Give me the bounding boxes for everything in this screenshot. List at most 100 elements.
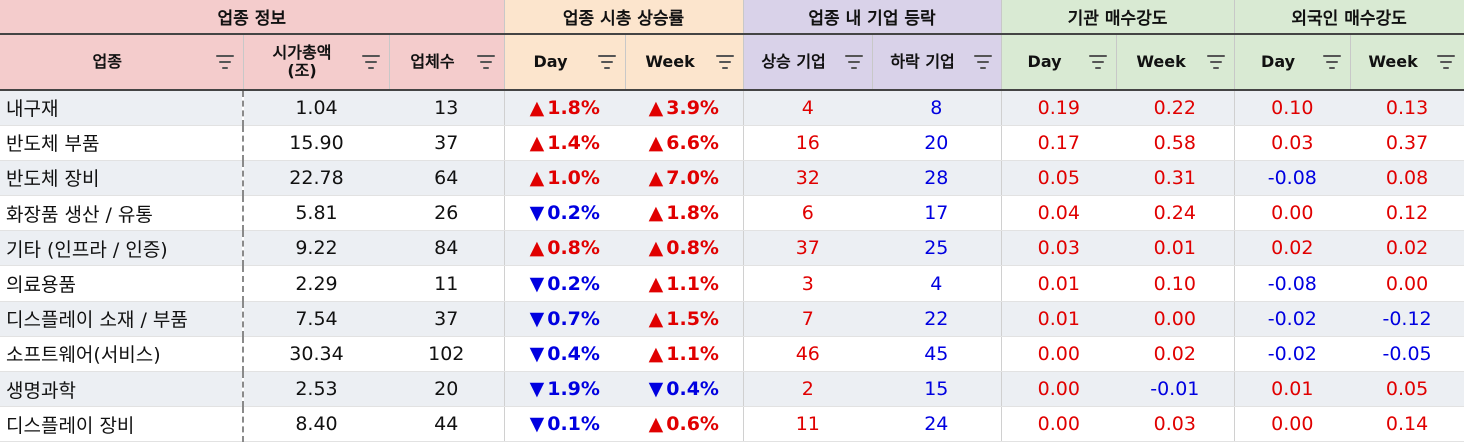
market-cap-cell: 5.81	[243, 195, 389, 232]
table-row: 소프트웨어(서비스) 30.34 102 ▼ 0.4% ▲ 1.1% 46 45 0.00 0.02…	[0, 336, 1464, 373]
filter-icon[interactable]	[1322, 55, 1341, 69]
col-inst-week: Week	[1116, 34, 1235, 91]
col-market-cap-label: 시가총액	[272, 42, 332, 62]
cap-day-cell-value: 0.2%	[547, 202, 600, 225]
filter-icon[interactable]	[844, 55, 863, 69]
inst-week-cell: 0.31	[1116, 160, 1235, 197]
inst-week-cell: 0.00	[1116, 301, 1235, 337]
foreign-week-cell: -0.05	[1350, 336, 1464, 373]
foreign-week-cell: 0.05	[1350, 371, 1464, 408]
inst-day-cell: 0.01	[1001, 301, 1117, 337]
col-inst-day: Day	[1001, 34, 1117, 91]
group-header-cap-growth: 업종 시총 상승률	[504, 0, 744, 35]
rising-firms-cell: 46	[743, 336, 873, 373]
foreign-week-cell: 0.14	[1350, 406, 1464, 442]
filter-icon[interactable]	[715, 55, 734, 69]
falling-firms-cell: 28	[872, 160, 1002, 197]
col-falling-firms: 하락 기업	[872, 34, 1002, 91]
col-market-cap-unit: (조)	[287, 61, 317, 80]
col-foreign-week: Week	[1350, 34, 1464, 91]
filter-icon[interactable]	[1436, 55, 1455, 69]
foreign-day-cell: -0.02	[1234, 336, 1351, 373]
filter-icon[interactable]	[973, 55, 992, 69]
triangle-down-icon: ▼	[529, 413, 545, 436]
table-row: 기타 (인프라 / 인증) 9.22 84 ▲ 0.8% ▲ 0.8% 37 25 0.03 0.0…	[0, 230, 1464, 267]
market-cap-cell: 15.90	[243, 125, 389, 161]
falling-firms-cell: 22	[872, 301, 1002, 337]
market-cap-cell: 1.04	[243, 90, 389, 126]
falling-firms-cell: 24	[872, 406, 1002, 442]
company-count-cell: 37	[389, 301, 505, 337]
rising-firms-cell: 6	[743, 195, 873, 232]
triangle-up-icon: ▲	[648, 237, 664, 260]
company-count-cell: 37	[389, 125, 505, 161]
cap-week-cell: ▲ 6.6%	[625, 125, 744, 161]
cap-week-cell-value: 0.6%	[666, 413, 719, 436]
cap-week-cell-value: 0.4%	[666, 378, 719, 401]
filter-icon[interactable]	[1088, 55, 1107, 69]
cap-day-cell: ▲ 0.8%	[504, 230, 626, 267]
filter-icon[interactable]	[597, 55, 616, 69]
cap-week-cell: ▲ 0.6%	[625, 406, 744, 442]
rising-firms-cell: 3	[743, 265, 873, 302]
foreign-week-cell: 0.00	[1350, 265, 1464, 302]
cap-day-cell: ▼ 0.2%	[504, 265, 626, 302]
company-count-cell: 26	[389, 195, 505, 232]
cap-day-cell-value: 1.0%	[547, 166, 600, 189]
market-cap-cell: 22.78	[243, 160, 389, 197]
triangle-up-icon: ▲	[648, 166, 664, 189]
triangle-down-icon: ▼	[529, 378, 545, 401]
inst-week-cell: -0.01	[1116, 371, 1235, 408]
inst-week-cell: 0.10	[1116, 265, 1235, 302]
inst-week-cell: 0.22	[1116, 90, 1235, 126]
col-company-count: 업체수	[389, 34, 505, 91]
triangle-up-icon: ▲	[648, 96, 664, 119]
rising-firms-cell: 2	[743, 371, 873, 408]
filter-icon[interactable]	[476, 55, 495, 69]
cap-week-cell-value: 0.8%	[666, 237, 719, 260]
market-cap-cell: 7.54	[243, 301, 389, 337]
filter-icon[interactable]	[361, 55, 380, 69]
cap-day-cell-value: 0.8%	[547, 237, 600, 260]
group-header-sector-info: 업종 정보	[0, 0, 505, 35]
inst-day-cell: 0.05	[1001, 160, 1117, 197]
sector-name-cell: 디스플레이 장비	[0, 406, 244, 442]
inst-week-cell: 0.02	[1116, 336, 1235, 373]
filter-icon[interactable]	[1206, 55, 1225, 69]
sector-name-cell: 반도체 장비	[0, 160, 244, 197]
col-inst-day-label: Day	[1027, 51, 1062, 71]
table-row: 생명과학 2.53 20 ▼ 1.9% ▼ 0.4% 2 15 0.00 -0.01 0.01 0.05	[0, 371, 1464, 408]
col-sector: 업종	[0, 34, 244, 91]
inst-day-cell: 0.04	[1001, 195, 1117, 232]
cap-day-cell-value: 1.9%	[547, 378, 600, 401]
company-count-cell: 13	[389, 90, 505, 126]
cap-day-cell: ▼ 0.2%	[504, 195, 626, 232]
foreign-week-cell: 0.08	[1350, 160, 1464, 197]
foreign-day-cell: -0.02	[1234, 301, 1351, 337]
cap-day-cell: ▲ 1.4%	[504, 125, 626, 161]
cap-day-cell: ▲ 1.0%	[504, 160, 626, 197]
rising-firms-cell: 7	[743, 301, 873, 337]
cap-week-cell-value: 7.0%	[666, 166, 719, 189]
inst-day-cell: 0.00	[1001, 336, 1117, 373]
col-cap-week-label: Week	[645, 51, 695, 71]
filter-icon[interactable]	[215, 55, 234, 69]
cap-week-cell-value: 6.6%	[666, 131, 719, 154]
triangle-up-icon: ▲	[529, 166, 545, 189]
inst-day-cell: 0.17	[1001, 125, 1117, 161]
col-cap-week: Week	[625, 34, 744, 91]
group-header-foreign: 외국인 매수강도	[1234, 0, 1464, 35]
foreign-week-cell: 0.13	[1350, 90, 1464, 126]
col-foreign-day: Day	[1234, 34, 1351, 91]
cap-day-cell-value: 0.1%	[547, 413, 600, 436]
sector-name-cell: 디스플레이 소재 / 부품	[0, 301, 244, 337]
inst-week-cell: 0.01	[1116, 230, 1235, 267]
sector-name-cell: 반도체 부품	[0, 125, 244, 161]
table-row: 디스플레이 소재 / 부품 7.54 37 ▼ 0.7% ▲ 1.5% 7 22 0.01 0.00…	[0, 301, 1464, 337]
triangle-down-icon: ▼	[529, 202, 545, 225]
foreign-week-cell: 0.37	[1350, 125, 1464, 161]
group-header-institution: 기관 매수강도	[1001, 0, 1235, 35]
foreign-day-cell: -0.08	[1234, 265, 1351, 302]
foreign-week-cell: 0.02	[1350, 230, 1464, 267]
